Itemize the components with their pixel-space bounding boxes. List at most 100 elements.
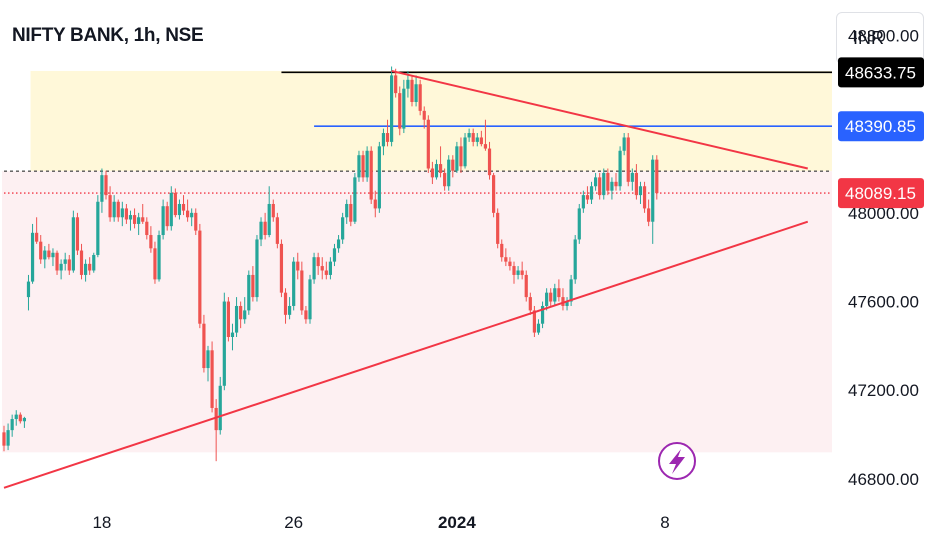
candle-body bbox=[553, 288, 557, 302]
candle-body bbox=[263, 221, 267, 236]
candle-body bbox=[349, 203, 353, 222]
candle-body bbox=[589, 186, 594, 200]
candle-body bbox=[606, 172, 610, 191]
candle-body bbox=[336, 239, 341, 249]
price-tag-text: 48089.15 bbox=[845, 184, 916, 203]
candle-body bbox=[361, 155, 365, 178]
candle-body bbox=[516, 270, 520, 275]
candle-body bbox=[108, 195, 112, 218]
candle-body bbox=[630, 172, 634, 182]
candle-body bbox=[618, 150, 622, 187]
candle-body bbox=[84, 263, 88, 275]
time-tick-label: 26 bbox=[284, 513, 303, 532]
candle-body bbox=[63, 259, 67, 264]
candle-body bbox=[206, 350, 210, 369]
candle-body bbox=[467, 133, 471, 138]
candle-body bbox=[59, 263, 63, 271]
candle-body bbox=[381, 133, 386, 147]
time-axis[interactable]: 18 26 2024 8 bbox=[92, 513, 669, 532]
candle-body bbox=[165, 206, 169, 227]
candle-body bbox=[279, 243, 284, 293]
candle-body bbox=[100, 175, 104, 202]
candle-body bbox=[181, 203, 186, 211]
zone-0 bbox=[30, 70, 833, 172]
candle-body bbox=[2, 432, 6, 446]
candle-body bbox=[638, 186, 643, 196]
price-tag-1: 48390.85 bbox=[838, 111, 924, 142]
candle-body bbox=[26, 281, 31, 298]
candle-body bbox=[610, 181, 614, 191]
candle-body bbox=[55, 252, 59, 271]
candle-body bbox=[169, 192, 173, 227]
candle-body bbox=[6, 430, 10, 446]
candle-body bbox=[447, 159, 451, 187]
candle-body bbox=[569, 279, 573, 302]
candle-body bbox=[14, 414, 18, 420]
candle-body bbox=[51, 252, 55, 258]
candle-body bbox=[173, 192, 177, 216]
candle-body bbox=[247, 274, 251, 311]
candle-body bbox=[549, 292, 553, 302]
candle-body bbox=[512, 266, 516, 275]
candle-body bbox=[234, 305, 239, 333]
price-tick-label: 46800.00 bbox=[848, 470, 919, 489]
candle-body bbox=[545, 292, 549, 306]
candle-body bbox=[255, 239, 259, 298]
candle-body bbox=[320, 266, 324, 271]
candle-body bbox=[300, 270, 304, 311]
candle-body bbox=[35, 232, 39, 242]
chart-zones bbox=[2, 70, 833, 453]
price-axis[interactable]: 48800.00 48000.00 47600.00 47200.00 46800.00 bbox=[848, 26, 919, 488]
candle-body bbox=[328, 261, 332, 275]
candle-body bbox=[18, 414, 22, 422]
candle-body bbox=[655, 159, 659, 194]
candle-body bbox=[422, 110, 426, 120]
candle-body bbox=[104, 175, 108, 196]
candle-body bbox=[459, 146, 463, 167]
candle-body bbox=[67, 259, 71, 271]
candle-body bbox=[565, 301, 569, 306]
candle-body bbox=[540, 305, 545, 324]
candle-body bbox=[194, 212, 198, 231]
zone-1 bbox=[2, 171, 832, 453]
candle-body bbox=[573, 239, 577, 280]
candle-body bbox=[153, 248, 157, 280]
candle-body bbox=[312, 257, 316, 280]
candle-body bbox=[642, 186, 647, 209]
candle-body bbox=[271, 203, 275, 218]
trendline-0 bbox=[3, 220, 809, 489]
candle-body bbox=[186, 210, 190, 218]
candle-body bbox=[626, 137, 630, 182]
candle-body bbox=[532, 310, 536, 333]
candle-body bbox=[292, 261, 296, 306]
candle-body bbox=[585, 195, 590, 200]
chart-title: NIFTY BANK, 1h, NSE bbox=[12, 25, 204, 46]
time-tick-label: 2024 bbox=[438, 513, 476, 532]
candle-body bbox=[496, 212, 500, 244]
candle-body bbox=[451, 159, 455, 171]
candle-body bbox=[239, 305, 243, 320]
candle-body bbox=[430, 168, 434, 178]
candle-body bbox=[124, 208, 128, 220]
candle-body bbox=[71, 217, 75, 271]
candle-body bbox=[120, 208, 124, 218]
candle-body bbox=[96, 201, 100, 255]
candle-body bbox=[190, 212, 194, 218]
currency-label: INR bbox=[853, 27, 884, 48]
price-tick-label: 48000.00 bbox=[848, 204, 919, 223]
lightning-bolt-icon[interactable] bbox=[658, 442, 696, 480]
candle-body bbox=[202, 323, 206, 369]
candle-body bbox=[304, 310, 308, 320]
candle-body bbox=[296, 261, 300, 271]
price-tag-bg bbox=[838, 111, 924, 142]
price-tick-label: 48800.00 bbox=[848, 26, 919, 45]
candle-body bbox=[275, 217, 279, 244]
candle-body bbox=[390, 75, 394, 142]
candle-body bbox=[112, 201, 116, 218]
candle-body bbox=[39, 241, 43, 260]
candle-body bbox=[492, 175, 496, 213]
candle-body bbox=[438, 164, 443, 173]
price-tag-bg bbox=[838, 178, 924, 209]
candle-body bbox=[500, 243, 504, 258]
